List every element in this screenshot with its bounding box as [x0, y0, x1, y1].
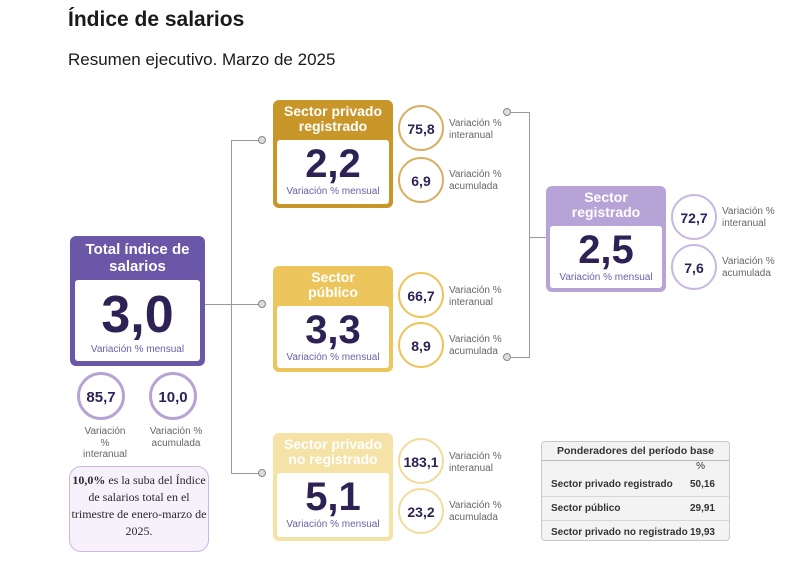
- connector-line: [231, 473, 261, 474]
- connector-dot: [258, 136, 266, 144]
- no-registrado-card: Sector privado no registrado 5,1 Variaci…: [273, 433, 393, 541]
- registrado-acumulada-circle: 7,6: [671, 244, 717, 290]
- total-index-value: 3,0: [101, 286, 174, 344]
- no-registrado-inner: 5,1 Variación % mensual: [277, 473, 389, 537]
- weights-row-label: Sector privado no registrado: [551, 527, 688, 538]
- table-row: Sector privado no registrado 19,93: [542, 520, 729, 544]
- registrado-value: 2,5: [578, 228, 634, 272]
- no-registrado-heading: Sector privado no registrado: [283, 436, 383, 468]
- registrado-heading: Sector registrado: [571, 189, 641, 221]
- connector-line: [511, 357, 530, 358]
- connector-line: [511, 112, 530, 113]
- connector-line: [205, 304, 231, 305]
- publico-acumulada-label: Variación % acumulada: [449, 334, 502, 357]
- weights-row-value: 19,93: [689, 527, 715, 538]
- privado-registrado-caption: Variación % mensual: [286, 186, 380, 197]
- publico-card: Sector público 3,3 Variación % mensual: [273, 266, 393, 372]
- total-interanual-circle: 85,7: [77, 372, 125, 420]
- privado-registrado-card: Sector privado registrado 2,2 Variación …: [273, 100, 393, 208]
- publico-interanual-circle: 66,7: [398, 272, 444, 318]
- total-interanual-label: Variación % interanual: [83, 426, 127, 460]
- total-acumulada-label: Variación % acumulada: [149, 426, 203, 449]
- registrado-interanual-circle: 72,7: [671, 194, 717, 240]
- registrado-interanual-label: Variación % interanual: [722, 206, 775, 229]
- registrado-card: Sector registrado 2,5 Variación % mensua…: [546, 186, 666, 292]
- privado-registrado-interanual-label: Variación % interanual: [449, 118, 502, 141]
- registrado-acumulada-label: Variación % acumulada: [722, 256, 775, 279]
- weights-row-value: 50,16: [689, 479, 715, 490]
- publico-value: 3,3: [305, 308, 361, 352]
- weights-row-value: 29,91: [689, 503, 715, 514]
- registrado-caption: Variación % mensual: [559, 272, 653, 283]
- privado-registrado-heading: Sector privado registrado: [283, 103, 383, 135]
- connector-line: [231, 140, 261, 141]
- connector-line: [231, 140, 232, 473]
- no-registrado-interanual-circle: 183,1: [398, 438, 444, 484]
- no-registrado-caption: Variación % mensual: [286, 519, 380, 530]
- page-subtitle: Resumen ejecutivo. Marzo de 2025: [68, 50, 336, 69]
- connector-line: [529, 237, 546, 238]
- weights-row-label: Sector privado registrado: [551, 479, 673, 490]
- weights-unit: %: [696, 461, 705, 472]
- weights-table: Ponderadores del período base % Sector p…: [541, 441, 730, 541]
- privado-registrado-acumulada-circle: 6,9: [398, 157, 444, 203]
- connector-dot: [258, 469, 266, 477]
- quarter-note: 10,0% es la suba del Índice de salarios …: [69, 466, 209, 552]
- connector-line: [529, 112, 530, 357]
- no-registrado-interanual-label: Variación % interanual: [449, 451, 502, 474]
- total-index-card: Total índice de salarios 3,0 Variación %…: [70, 236, 205, 366]
- privado-registrado-inner: 2,2 Variación % mensual: [277, 140, 389, 204]
- page-title: Índice de salarios: [68, 8, 245, 31]
- connector-dot: [503, 108, 511, 116]
- total-index-caption: Variación % mensual: [90, 344, 185, 355]
- publico-caption: Variación % mensual: [286, 352, 380, 363]
- quarter-note-highlight: 10,0%: [72, 473, 106, 487]
- weights-row-label: Sector público: [551, 503, 621, 514]
- privado-registrado-value: 2,2: [305, 142, 361, 186]
- no-registrado-value: 5,1: [305, 475, 361, 519]
- publico-inner: 3,3 Variación % mensual: [277, 306, 389, 368]
- total-index-heading: Total índice de salarios: [85, 241, 190, 275]
- publico-interanual-label: Variación % interanual: [449, 285, 502, 308]
- privado-registrado-interanual-circle: 75,8: [398, 105, 444, 151]
- privado-registrado-acumulada-label: Variación % acumulada: [449, 169, 502, 192]
- no-registrado-acumulada-label: Variación % acumulada: [449, 500, 502, 523]
- connector-dot: [258, 300, 266, 308]
- connector-dot: [503, 353, 511, 361]
- quarter-note-text: es la suba del Índice de salarios total …: [71, 473, 207, 538]
- weights-table-header: Ponderadores del período base: [542, 442, 729, 461]
- registrado-inner: 2,5 Variación % mensual: [550, 226, 662, 288]
- total-index-inner: 3,0 Variación % mensual: [75, 280, 200, 361]
- connector-line: [231, 304, 261, 305]
- total-acumulada-circle: 10,0: [149, 372, 197, 420]
- publico-heading: Sector público: [308, 269, 358, 301]
- publico-acumulada-circle: 8,9: [398, 322, 444, 368]
- table-row: Sector público 29,91: [542, 496, 729, 520]
- no-registrado-acumulada-circle: 23,2: [398, 488, 444, 534]
- table-row: Sector privado registrado 50,16: [542, 473, 729, 496]
